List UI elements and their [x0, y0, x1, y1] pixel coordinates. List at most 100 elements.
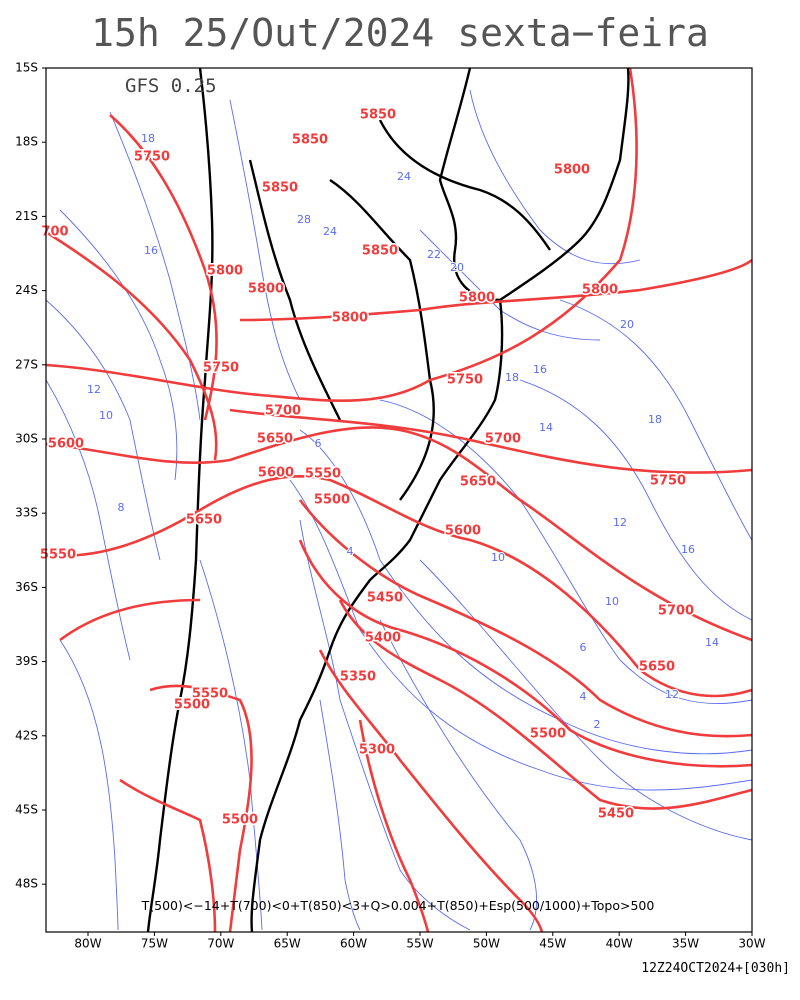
height-label: 5300	[359, 743, 395, 758]
height-label: 5500	[530, 727, 566, 742]
lon-label: 80W	[74, 937, 101, 951]
lat-label: 24S	[15, 283, 38, 297]
thickness-label: 12	[613, 516, 627, 529]
footer: 12Z24OCT2024+[030h]	[641, 961, 790, 976]
height-label: 5800	[554, 163, 590, 178]
height-label: 5600	[445, 524, 481, 539]
thickness-label: 24	[397, 170, 411, 183]
thickness-contour	[379, 619, 538, 931]
height-contour	[119, 778, 217, 933]
thickness-contour	[379, 399, 753, 705]
lat-label: 18S	[15, 135, 38, 149]
thickness-label: 6	[315, 437, 322, 450]
border-line	[146, 67, 214, 933]
height-label: 5850	[262, 181, 298, 196]
height-contours	[45, 67, 753, 933]
map-title: 15h 25/Out/2024 sexta−feira	[91, 11, 709, 55]
height-label: 5850	[360, 108, 396, 123]
height-label: 5800	[248, 282, 284, 297]
height-label: 5550	[40, 548, 76, 563]
border-line	[248, 159, 342, 421]
border-line	[329, 179, 435, 501]
height-label: 5350	[340, 670, 376, 685]
thickness-contour	[419, 559, 753, 841]
thickness-label: 10	[491, 551, 505, 564]
height-contour	[59, 598, 201, 642]
thickness-contour	[45, 299, 161, 561]
thickness-label: 24	[323, 225, 337, 238]
lon-label: 65W	[274, 937, 301, 951]
lon-label: 55W	[406, 937, 433, 951]
height-label: 5800	[459, 291, 495, 306]
lon-label: 30W	[738, 937, 765, 951]
lon-label: 45W	[539, 937, 566, 951]
lat-label: 45S	[15, 803, 38, 817]
thickness-label: 2	[594, 718, 601, 731]
height-label: 5600	[48, 437, 84, 452]
height-label: 5700	[265, 404, 301, 419]
height-label: 5750	[447, 373, 483, 388]
lat-label: 30S	[15, 432, 38, 446]
height-contour	[229, 408, 753, 474]
height-label: 5500	[314, 493, 350, 508]
height-label: 5800	[332, 311, 368, 326]
caption: T(500)<−14+T(700)<0+T(850)<3+Q>0.004+T(8…	[141, 898, 655, 913]
coastline	[146, 67, 630, 933]
thickness-label: 18	[141, 132, 155, 145]
height-contour	[149, 684, 253, 933]
height-contour	[45, 230, 218, 461]
thickness-contour	[299, 519, 471, 931]
lat-label: 15S	[15, 61, 38, 75]
thickness-contour	[559, 299, 753, 541]
height-label: 5650	[460, 475, 496, 490]
map-area	[46, 68, 752, 932]
height-contour	[298, 499, 753, 738]
thickness-contour	[289, 479, 753, 791]
thickness-label: 12	[665, 688, 679, 701]
thickness-label: 12	[87, 383, 101, 396]
axis-ticks: 15S 18S 21S 24S 27S 30S 33S 36S 39S 42S 45S 48S 80W 7…	[15, 61, 766, 951]
border-line	[438, 67, 630, 302]
thickness-label: 10	[605, 595, 619, 608]
thickness-contour	[519, 379, 753, 621]
thickness-contours	[45, 89, 753, 931]
thickness-contour	[319, 699, 361, 931]
height-label: 5550	[192, 687, 228, 702]
contour-labels: 5850 5750 5850 5850 5800 700 5850 5800 5800 5800 5…	[38, 106, 720, 829]
height-label: 5650	[639, 660, 675, 675]
thickness-label: 14	[539, 421, 553, 434]
height-label: 5850	[362, 244, 398, 259]
border-line	[250, 299, 504, 933]
height-contour	[45, 67, 638, 402]
height-label: 5600	[258, 466, 294, 481]
height-label: 5650	[186, 513, 222, 528]
thickness-label: 16	[533, 363, 547, 376]
height-contour	[298, 539, 753, 768]
height-label: 5450	[367, 591, 403, 606]
height-contour	[45, 426, 753, 642]
lon-label: 35W	[672, 937, 699, 951]
thickness-label: 16	[144, 244, 158, 257]
border-line	[378, 119, 551, 251]
lon-label: 60W	[340, 937, 367, 951]
height-label: 5800	[207, 264, 243, 279]
thickness-label: 6	[580, 641, 587, 654]
height-label: 5850	[292, 133, 328, 148]
lat-label: 42S	[15, 728, 38, 742]
thickness-label: 14	[705, 636, 719, 649]
height-label: 5800	[582, 283, 618, 298]
lon-label: 75W	[141, 937, 168, 951]
thickness-label: 8	[118, 501, 125, 514]
height-label: 700	[41, 225, 68, 240]
thickness-contour	[199, 559, 263, 931]
height-contour	[358, 719, 430, 933]
thickness-label: 10	[99, 409, 113, 422]
height-contour	[318, 649, 544, 933]
height-contour	[109, 114, 218, 421]
thickness-label: 18	[505, 371, 519, 384]
lat-label: 39S	[15, 654, 38, 668]
thickness-contour	[59, 209, 178, 481]
thickness-label: 18	[648, 413, 662, 426]
lat-label: 33S	[15, 506, 38, 520]
height-label: 5400	[365, 631, 401, 646]
